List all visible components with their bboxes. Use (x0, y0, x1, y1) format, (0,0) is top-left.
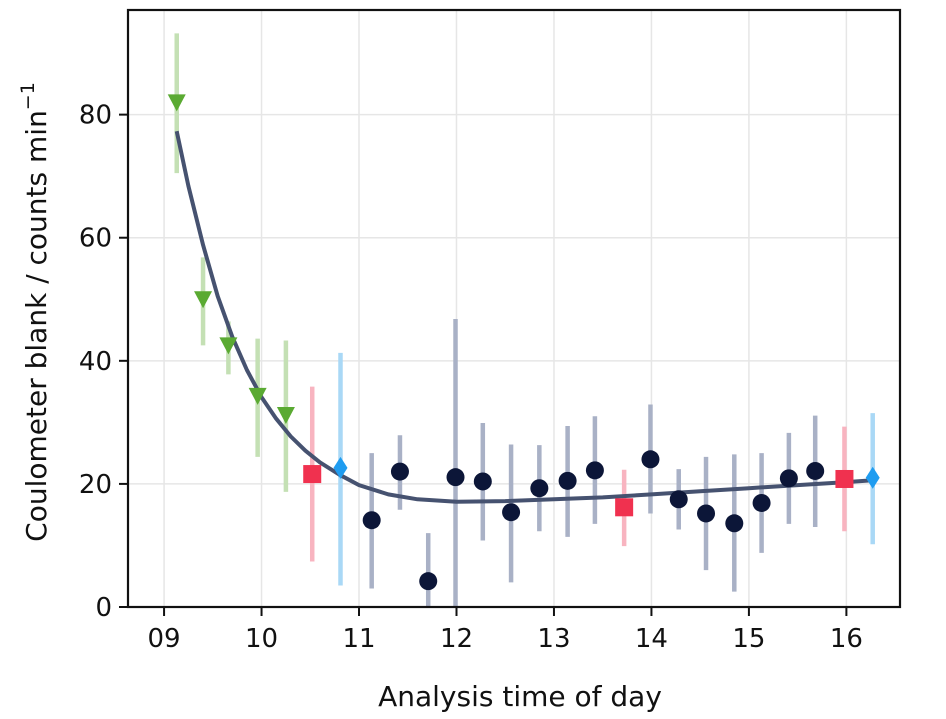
red-data-point (835, 469, 854, 488)
red-data-point (615, 498, 634, 517)
fit-curve-line (174, 130, 873, 504)
navy-data-point (697, 504, 716, 523)
x-tick-label: 11 (342, 624, 375, 654)
x-tick-label: 15 (732, 624, 765, 654)
navy-data-point (419, 572, 438, 591)
navy-data-point (446, 468, 465, 487)
navy-data-point (669, 490, 688, 509)
navy-data-point (752, 493, 771, 512)
navy-data-point (806, 461, 825, 480)
navy-data-point (473, 472, 492, 491)
y-axis-title-main: Coulometer blank / counts min (20, 110, 53, 542)
navy-data-point (641, 450, 660, 469)
green-data-point (219, 337, 238, 355)
x-tick-label: 14 (635, 624, 668, 654)
navy-data-point (585, 461, 604, 480)
red-data-point (303, 465, 322, 484)
y-tick-label: 0 (95, 593, 112, 623)
navy-data-point (390, 462, 409, 481)
x-tick-label: 12 (440, 624, 473, 654)
navy-data-point (502, 503, 521, 522)
blue-data-point (865, 466, 880, 489)
green-data-point (194, 291, 213, 309)
y-axis-title: Coulometer blank / counts min−1 (17, 82, 53, 542)
x-tick-label: 16 (830, 624, 863, 654)
green-data-point (276, 406, 295, 424)
axis-ticks: 09 10 11 12 13 14 15 16 0 20 40 60 80 (79, 101, 863, 654)
blue-data-point (333, 456, 348, 479)
y-tick-label: 80 (79, 101, 112, 131)
navy-data-point (558, 471, 577, 490)
data-series (167, 33, 880, 607)
navy-data-point (362, 511, 381, 530)
y-tick-label: 40 (79, 347, 112, 377)
plot-frame (126, 8, 902, 609)
green-data-point (248, 387, 267, 405)
navy-data-point (530, 479, 549, 498)
y-tick-label: 60 (79, 224, 112, 254)
navy-data-point (779, 469, 798, 488)
x-tick-label: 09 (148, 624, 181, 654)
x-axis-title: Analysis time of day (378, 680, 662, 713)
x-tick-label: 13 (537, 624, 570, 654)
navy-data-point (725, 514, 744, 533)
green-data-point (167, 94, 186, 112)
y-tick-label: 20 (79, 470, 112, 500)
x-tick-label: 10 (245, 624, 278, 654)
y-axis-title-superscript: −1 (17, 82, 39, 110)
